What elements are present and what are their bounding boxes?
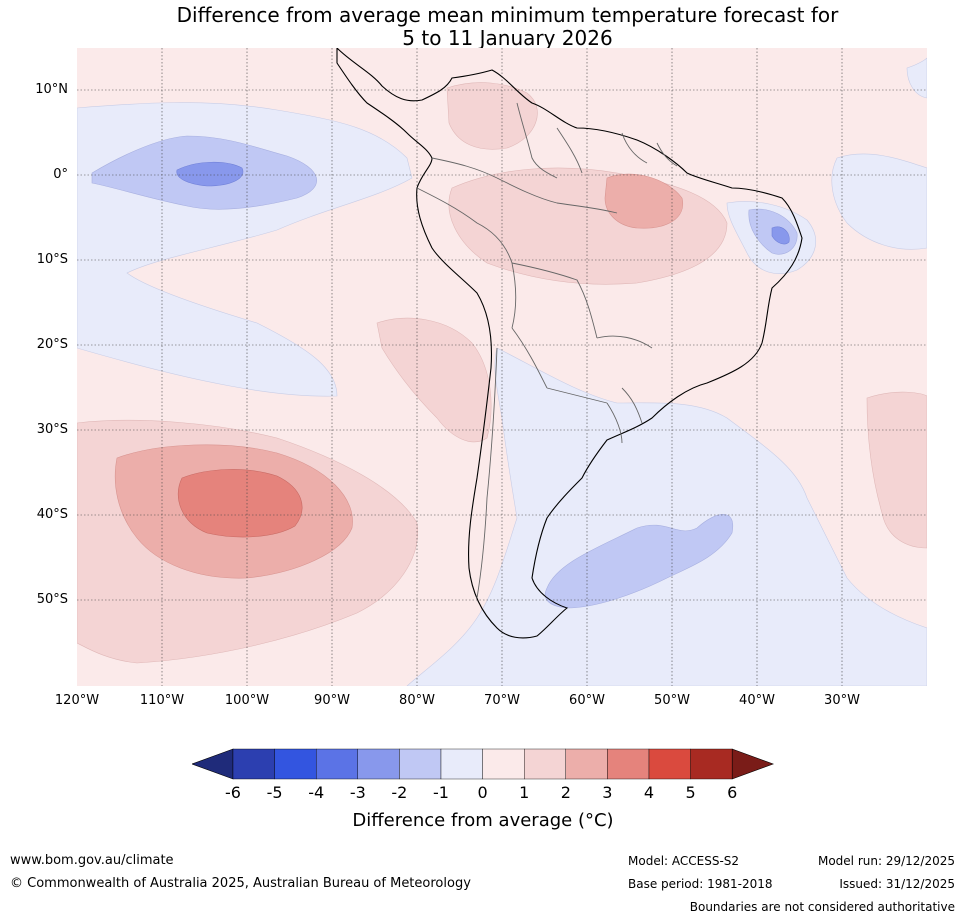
colorbar-tick-label: -2	[391, 783, 408, 802]
colorbar-box	[357, 748, 400, 780]
colorbar-tick-label: 4	[643, 783, 655, 802]
lon-label-80w: 80°W	[399, 693, 435, 708]
footer-disclaimer: Boundaries are not considered authoritat…	[689, 900, 955, 914]
lat-label-30s: 30°S	[36, 422, 68, 437]
lat-label-10n: 10°N	[35, 82, 68, 97]
lon-label-30w: 30°W	[824, 693, 860, 708]
title-line-2: 5 to 11 January 2026	[402, 26, 613, 50]
colorbar-tick-label: -5	[266, 783, 283, 802]
forecast-map	[76, 46, 928, 687]
map-title: Difference from average mean minimum tem…	[0, 4, 965, 50]
colorbar-box	[690, 748, 733, 780]
lat-label-50s: 50°S	[36, 592, 68, 607]
anomaly-region-pos4-pacific	[177, 469, 303, 538]
colorbar-box	[607, 748, 650, 780]
colorbar-box	[524, 748, 567, 780]
colorbar-tick-label: -3	[349, 783, 366, 802]
colorbar-tick-label: 6	[727, 783, 738, 802]
map-svg	[76, 46, 928, 687]
footer-issued: Issued: 31/12/2025	[839, 877, 955, 891]
title-line-1: Difference from average mean minimum tem…	[176, 3, 839, 27]
anomaly-region-pos3-amazon	[604, 173, 684, 229]
colorbar-box	[274, 748, 317, 780]
colorbar-tick-label: -1	[433, 783, 449, 802]
colorbar-label: Difference from average (°C)	[352, 810, 614, 831]
colorbar-extend-low	[192, 748, 234, 780]
anomaly-region-neg3-pacific	[176, 161, 244, 187]
footer-base-period: Base period: 1981-2018	[628, 877, 773, 891]
colorbar-extend-high	[731, 748, 774, 780]
lat-label-20s: 20°S	[36, 337, 68, 352]
colorbar-box	[232, 748, 275, 780]
colorbar-tick-label: 5	[685, 783, 696, 802]
lon-label-110w: 110°W	[139, 693, 185, 708]
colorbar-box	[482, 748, 525, 780]
colorbar-box	[440, 748, 483, 780]
lon-label-40w: 40°W	[739, 693, 775, 708]
colorbar-tick-label: 3	[602, 783, 613, 802]
anomaly-region-pos2-chile	[376, 317, 492, 443]
lon-label-70w: 70°W	[484, 693, 520, 708]
colorbar-tick-label: 2	[560, 783, 571, 802]
colorbar	[192, 748, 774, 780]
lat-label-10s: 10°S	[36, 252, 68, 267]
footer-model-run: Model run: 29/12/2025	[817, 854, 955, 868]
footer-copyright: © Commonwealth of Australia 2025, Austra…	[10, 876, 471, 891]
anomaly-region-neg3-brazil	[771, 226, 790, 245]
colorbar-box	[565, 748, 608, 780]
country-borders	[416, 102, 678, 599]
colorbar-tick-label: 0	[477, 783, 488, 802]
colorbar-tick-label: -4	[308, 783, 325, 802]
colorbar-tick-label: -6	[225, 783, 241, 802]
lon-label-50w: 50°W	[654, 693, 690, 708]
lon-label-90w: 90°W	[314, 693, 350, 708]
lon-label-120w: 120°W	[54, 693, 100, 708]
graticule	[77, 48, 927, 686]
anomaly-region-neg-atlantic	[406, 347, 928, 687]
anomaly-region-pos2-atlantic-east	[866, 391, 928, 549]
south-america-coastline	[336, 46, 803, 639]
colorbar-box	[399, 748, 442, 780]
lon-label-60w: 60°W	[569, 693, 605, 708]
anomaly-region-neg2-atlantic	[544, 514, 734, 609]
lon-label-100w: 100°W	[224, 693, 270, 708]
lat-label-40s: 40°S	[36, 507, 68, 522]
footer-model: Model: ACCESS-S2	[628, 854, 740, 868]
anomaly-region-pos2-north	[446, 82, 538, 150]
colorbar-box	[648, 748, 691, 780]
colorbar-tick-label: 1	[519, 783, 530, 802]
footer-website: www.bom.gov.au/climate	[10, 853, 174, 868]
anomaly-region-neg-atlantic-east	[831, 153, 928, 250]
lat-label-0: 0°	[53, 167, 68, 182]
colorbar-box	[315, 748, 358, 780]
